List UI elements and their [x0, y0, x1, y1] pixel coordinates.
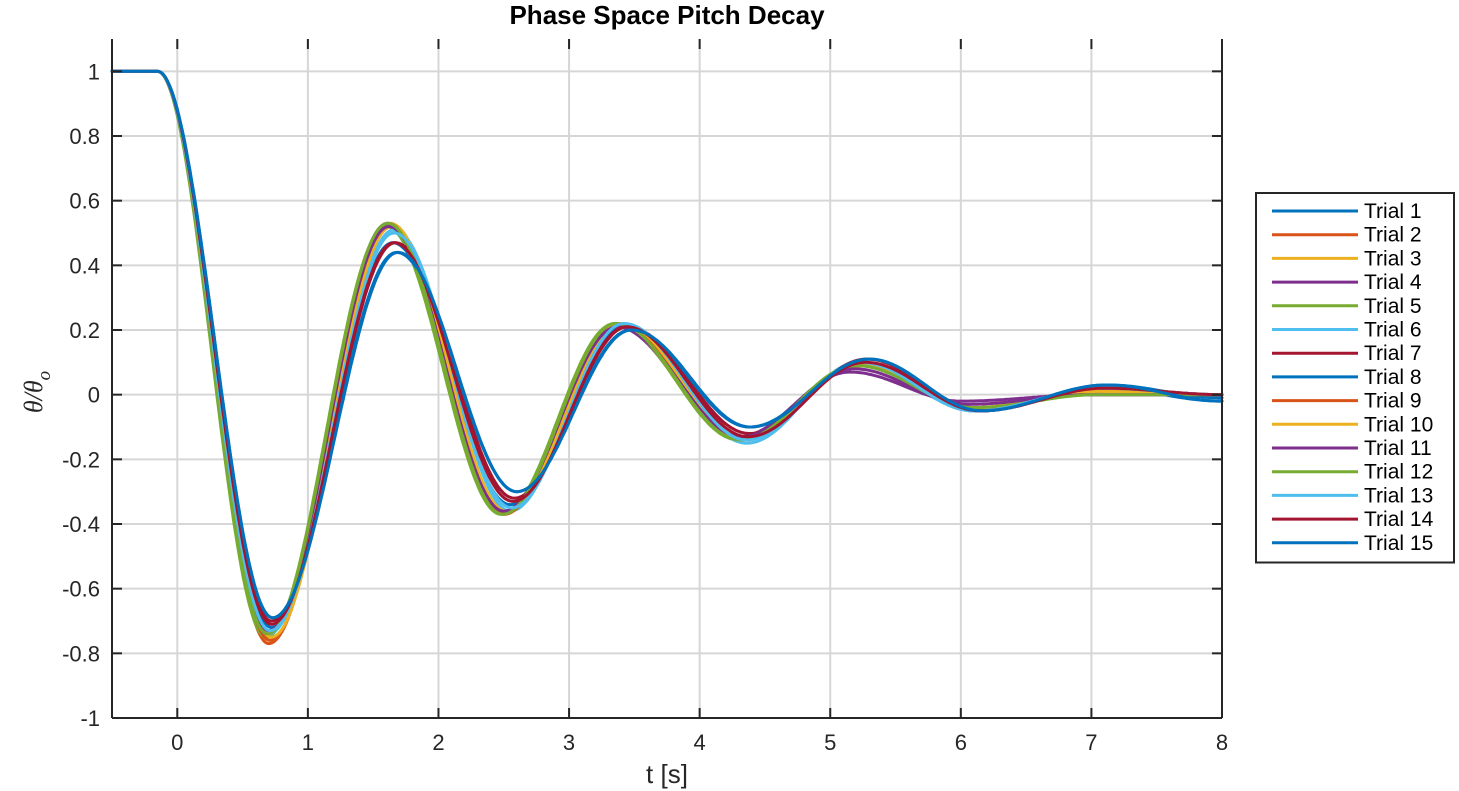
x-tick-label: 1	[302, 730, 314, 755]
legend-label: Trial 10	[1364, 413, 1433, 436]
legend-label: Trial 11	[1364, 437, 1432, 460]
legend-label: Trial 5	[1364, 295, 1422, 318]
y-tick-label: 1	[88, 59, 100, 84]
y-tick-label: -0.2	[62, 447, 100, 472]
plot-area	[110, 69, 1224, 646]
legend-label: Trial 6	[1364, 319, 1422, 342]
y-axis-label: θ/θo	[19, 371, 55, 413]
legend-label: Trial 7	[1364, 342, 1422, 365]
y-tick-label: -0.4	[62, 512, 100, 537]
y-tick-label: 0.2	[69, 318, 100, 343]
series-line-trial-7	[110, 69, 1224, 623]
y-tick-label: -1	[80, 706, 100, 731]
legend-label: Trial 9	[1364, 390, 1422, 413]
legend-label: Trial 2	[1364, 224, 1422, 247]
chart-title: Phase Space Pitch Decay	[509, 0, 825, 30]
axes: 0 1 2 3 4 5 6 7 8 -1 -0.8 -0.6 -0.4 -0.2 0 0.2 0.4 0.6 0.8…	[62, 39, 1228, 755]
x-axis-label: t [s]	[646, 759, 688, 789]
x-tick-label: 2	[432, 730, 444, 755]
y-tick-label: 0.8	[69, 124, 100, 149]
y-tick-label: 0	[88, 383, 100, 408]
legend-label: Trial 4	[1364, 271, 1422, 294]
legend-label: Trial 14	[1364, 508, 1434, 531]
x-tick-label: 0	[171, 730, 183, 755]
legend-label: Trial 3	[1364, 247, 1422, 270]
y-tick-label: -0.8	[62, 641, 100, 666]
y-tick-label: -0.6	[62, 577, 100, 602]
y-tick-label: 0.4	[69, 253, 100, 278]
x-tick-label: 8	[1216, 730, 1228, 755]
x-tick-label: 5	[824, 730, 836, 755]
legend-label: Trial 12	[1364, 461, 1433, 484]
legend-label: Trial 8	[1364, 366, 1422, 389]
x-tick-label: 6	[955, 730, 967, 755]
legend-label: Trial 15	[1364, 532, 1433, 555]
x-tick-label: 4	[694, 730, 706, 755]
series-line-trial-8	[110, 69, 1224, 620]
legend-label: Trial 13	[1364, 484, 1433, 507]
x-tick-label: 3	[563, 730, 575, 755]
y-tick-label: 0.6	[69, 189, 100, 214]
x-tick-label: 7	[1085, 730, 1097, 755]
series-line-trial-15	[110, 69, 1224, 620]
legend-label: Trial 1	[1364, 200, 1422, 223]
